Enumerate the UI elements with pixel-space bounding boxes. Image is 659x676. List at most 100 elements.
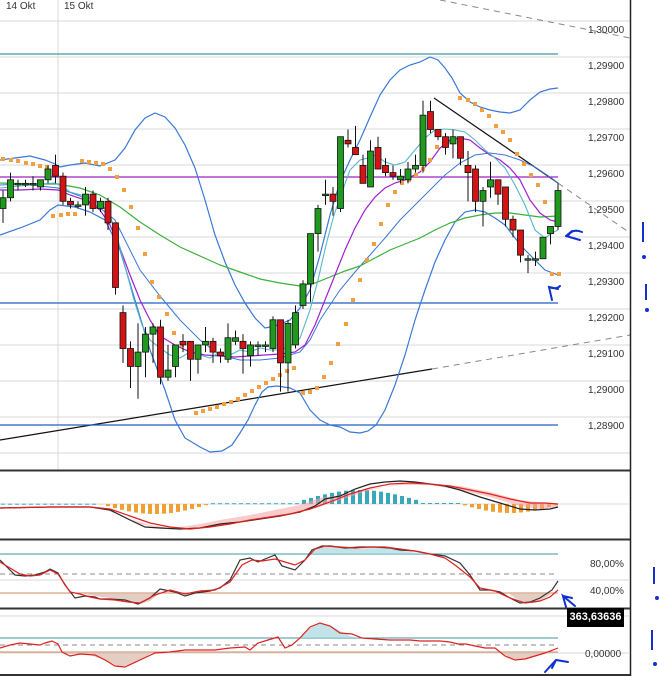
price-panel[interactable]: 14 Okt 15 Okt [0, 0, 631, 470]
candle[interactable] [37, 179, 44, 188]
candle[interactable] [254, 344, 262, 347]
candle[interactable] [247, 344, 254, 357]
candle[interactable] [67, 200, 74, 206]
sma-slow-line [0, 182, 559, 287]
candle[interactable] [134, 351, 142, 367]
candle[interactable] [74, 204, 82, 207]
candle[interactable] [22, 182, 29, 186]
candle[interactable] [0, 197, 7, 209]
candle[interactable] [554, 190, 562, 227]
candle[interactable] [307, 233, 314, 285]
candle[interactable] [224, 337, 232, 360]
candle[interactable] [277, 319, 284, 364]
price-tick: 1,29800 [588, 97, 625, 108]
candle[interactable] [517, 229, 524, 256]
macd-signal-line [0, 482, 559, 530]
candle[interactable] [172, 344, 179, 367]
macd-panel[interactable] [0, 480, 630, 530]
candle[interactable] [44, 168, 52, 181]
candle[interactable] [487, 179, 494, 188]
candle[interactable] [412, 165, 419, 170]
candle[interactable] [52, 165, 59, 177]
candle[interactable] [157, 326, 164, 378]
candle[interactable] [269, 319, 277, 349]
candle[interactable] [502, 186, 509, 220]
candlesticks[interactable] [0, 100, 562, 399]
candle[interactable] [29, 182, 37, 186]
cci-panel[interactable]: 0,00000 [0, 615, 630, 673]
candle[interactable] [337, 136, 344, 209]
candle[interactable] [89, 193, 97, 209]
price-tick: 1,29600 [588, 169, 625, 180]
candle[interactable] [284, 322, 292, 364]
candle[interactable] [149, 326, 157, 335]
candle[interactable] [202, 340, 209, 346]
annotation-arrow-left [565, 229, 583, 241]
candle[interactable] [329, 193, 337, 202]
candle[interactable] [164, 369, 172, 378]
price-tick: 1,29500 [588, 205, 625, 216]
candle[interactable] [494, 179, 502, 195]
candle[interactable] [472, 168, 479, 202]
candle[interactable] [104, 200, 112, 224]
candle[interactable] [427, 111, 434, 130]
candle[interactable] [374, 147, 382, 170]
candle[interactable] [179, 340, 187, 346]
candle[interactable] [382, 165, 389, 173]
candle[interactable] [397, 175, 404, 181]
ema-fast-line [0, 128, 559, 359]
candle[interactable] [404, 168, 412, 181]
cci-tick-zero: 0,00000 [585, 649, 622, 660]
candle[interactable] [389, 172, 397, 177]
candle[interactable] [127, 348, 134, 367]
date-label-15-okt: 15 Okt [64, 1, 94, 12]
candle[interactable] [119, 312, 127, 349]
candle[interactable] [232, 337, 239, 342]
candle[interactable] [367, 150, 374, 188]
price-tick: 1,29300 [588, 277, 625, 288]
price-tick: 1,29000 [588, 385, 625, 396]
candle[interactable] [479, 190, 487, 202]
candle[interactable] [194, 344, 202, 360]
candle[interactable] [539, 236, 547, 260]
candle[interactable] [112, 222, 119, 288]
candle[interactable] [322, 193, 329, 197]
price-tick: 1,29100 [588, 349, 625, 360]
resistance-trendline-extension [557, 182, 631, 234]
candle[interactable] [187, 340, 194, 360]
candle[interactable] [359, 165, 367, 184]
candle[interactable] [419, 114, 427, 166]
candle[interactable] [292, 312, 299, 346]
candle[interactable] [547, 226, 554, 235]
stoch-d-line [0, 545, 559, 604]
candle[interactable] [524, 258, 532, 261]
candle[interactable] [82, 193, 89, 206]
candle[interactable] [464, 165, 472, 173]
candle[interactable] [7, 179, 14, 199]
candle[interactable] [97, 200, 104, 209]
candle[interactable] [344, 139, 352, 145]
annotation-arrow-up [547, 285, 561, 301]
candle[interactable] [262, 344, 269, 347]
candle[interactable] [352, 147, 359, 156]
candle[interactable] [532, 258, 539, 261]
candle[interactable] [239, 340, 247, 349]
support-trendline[interactable] [0, 368, 433, 441]
price-grid [0, 0, 630, 470]
candle[interactable] [59, 175, 67, 202]
stochastic-panel[interactable]: 80,00% 40,00% [0, 545, 630, 608]
price-axis: 1,30000 1,29900 1,29800 1,29700 1,29600 … [588, 25, 625, 432]
candle[interactable] [509, 218, 517, 231]
candle[interactable] [217, 351, 224, 357]
candle[interactable] [14, 182, 22, 186]
candle[interactable] [434, 129, 442, 138]
candle[interactable] [314, 208, 322, 235]
price-tick: 1,29700 [588, 133, 625, 144]
candle[interactable] [449, 136, 457, 145]
candle[interactable] [209, 340, 217, 353]
candle[interactable] [299, 283, 307, 306]
candle[interactable] [457, 136, 464, 159]
candle[interactable] [142, 333, 149, 353]
candle[interactable] [442, 136, 449, 148]
